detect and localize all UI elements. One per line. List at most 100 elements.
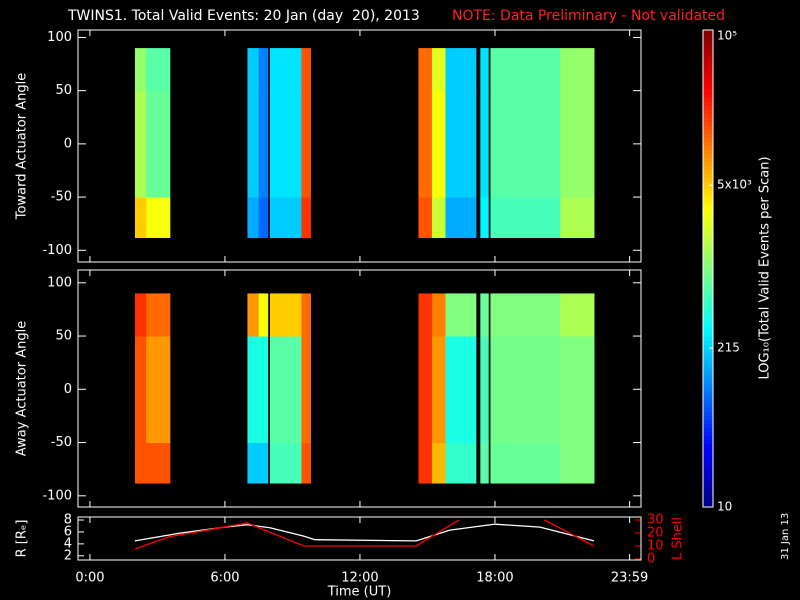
panel-frame	[77, 269, 642, 508]
colorbar-step	[703, 196, 713, 202]
colorbar-step	[703, 49, 713, 55]
colorbar-step	[703, 439, 713, 444]
heatmap-cell	[480, 293, 489, 337]
colorbar-step	[703, 133, 713, 138]
colorbar-step	[703, 137, 713, 142]
colorbar-step	[703, 77, 713, 83]
colorbar-label: LOG₁₀(Total Valid Events per Scan)	[758, 156, 773, 379]
heatmap-cell	[431, 442, 446, 484]
colorbar-step	[703, 272, 713, 278]
colorbar-step	[703, 173, 713, 178]
colorbar-step	[703, 371, 713, 377]
colorbar-step	[703, 33, 713, 39]
colorbar-step	[703, 403, 713, 409]
heatmap-cell	[269, 442, 302, 484]
colorbar-step	[703, 320, 713, 325]
heatmap-cell	[247, 336, 260, 444]
y2-tick-label: 10	[647, 538, 664, 553]
heatmap-cell	[418, 442, 433, 484]
heatmap-cell	[490, 442, 561, 484]
colorbar-step	[703, 427, 713, 433]
colorbar-step	[703, 57, 713, 63]
colorbar-step	[703, 208, 713, 214]
heatmap-cell	[258, 197, 269, 239]
heatmap-cell	[431, 197, 446, 239]
y2-tick-label: 30	[647, 512, 664, 527]
colorbar-step	[703, 351, 713, 357]
colorbar-step	[703, 200, 713, 206]
colorbar-step	[703, 65, 713, 71]
colorbar-step	[703, 344, 713, 349]
heatmap-cell	[490, 293, 561, 337]
y-axis-label: R [Rₑ]	[15, 520, 30, 558]
colorbar-step	[703, 61, 713, 67]
heatmap-cell	[258, 442, 269, 484]
heatmap-cell	[146, 48, 171, 92]
heatmap-cell	[490, 197, 561, 239]
colorbar-frame	[702, 29, 714, 508]
heatmap-cell	[560, 197, 595, 239]
colorbar-step	[703, 89, 713, 95]
heatmap-cell	[560, 90, 595, 198]
colorbar-step	[703, 169, 713, 174]
heatmap-cell	[480, 442, 489, 484]
colorbar-step	[703, 192, 713, 198]
x-tick-label: 23:59	[611, 571, 648, 586]
heatmap-cell	[258, 293, 269, 337]
heatmap-cell	[247, 48, 260, 92]
heatmap-cell	[258, 48, 269, 92]
colorbar-step	[703, 212, 713, 218]
colorbar-step	[703, 387, 713, 393]
colorbar-step	[703, 97, 713, 103]
heatmap-cell	[431, 90, 446, 198]
colorbar-step	[703, 348, 713, 353]
colorbar-tick-label: 5x10³	[717, 178, 752, 192]
plot-area	[134, 519, 595, 550]
heatmap-cell	[301, 336, 311, 444]
colorbar-step	[703, 503, 713, 508]
heatmap-cell	[247, 197, 260, 239]
colorbar-step	[703, 467, 713, 472]
colorbar-step	[703, 395, 713, 401]
heatmap-cell	[301, 48, 311, 92]
heatmap-cell	[480, 336, 489, 444]
heatmap-cell	[490, 336, 561, 444]
colorbar-step	[703, 141, 713, 146]
heatmap-cell	[560, 442, 595, 484]
heatmap-cell	[269, 293, 302, 337]
colorbar-step	[703, 105, 713, 111]
heatmap-cell	[445, 197, 477, 239]
colorbar-step	[703, 53, 713, 59]
colorbar-step	[703, 264, 713, 270]
y-tick-label: 0	[64, 136, 72, 151]
colorbar-step	[703, 391, 713, 397]
colorbar-step	[703, 280, 713, 285]
y-tick-label: 4	[64, 536, 72, 551]
colorbar-step	[703, 359, 713, 365]
y-tick-label: 2	[64, 548, 72, 563]
colorbar-step	[703, 459, 713, 464]
colorbar-step	[703, 161, 713, 166]
heatmap-cell	[269, 48, 302, 92]
heatmap-cell	[431, 48, 446, 92]
heatmap-cell	[445, 293, 477, 337]
colorbar-step	[703, 292, 713, 297]
colorbar-step	[703, 276, 713, 282]
colorbar-step	[703, 181, 713, 186]
x-tick-label: 6:00	[210, 571, 239, 586]
heatmap-cell	[146, 336, 171, 444]
colorbar-step	[703, 85, 713, 91]
heatmap-cell	[146, 90, 171, 198]
heatmap-cell	[418, 48, 433, 92]
colorbar-step	[703, 268, 713, 274]
heatmap-cell	[301, 293, 311, 337]
colorbar-step	[703, 101, 713, 107]
heatmap-cell	[445, 90, 477, 198]
colorbar-step	[703, 189, 713, 194]
colorbar-step	[703, 41, 713, 47]
heatmap-cell	[445, 336, 477, 444]
colorbar-step	[703, 244, 713, 250]
colorbar-step	[703, 236, 713, 242]
heatmap-cell	[134, 90, 147, 198]
y-axis-label: Toward Actuator Angle	[15, 73, 30, 220]
